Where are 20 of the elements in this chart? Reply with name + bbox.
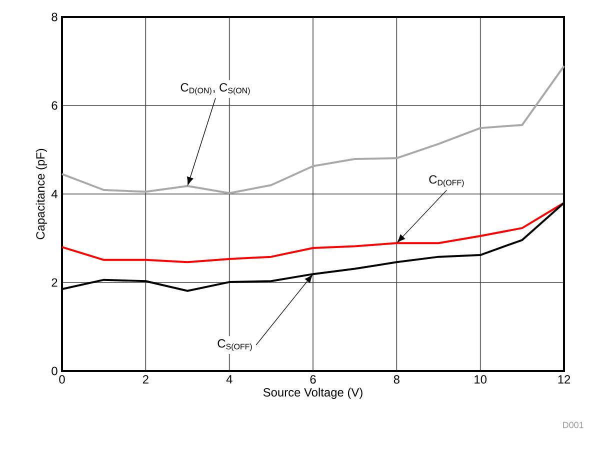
x-axis-title: Source Voltage (V) bbox=[263, 388, 362, 399]
x-tick-label: 0 bbox=[59, 375, 65, 384]
annotation: C$_{D(ON)}$, C$_{S(ON)}$ bbox=[180, 83, 250, 95]
x-tick-label: 2 bbox=[142, 375, 148, 384]
annotation: C$_{S(OFF)}$ bbox=[218, 339, 252, 351]
x-tick-label: 10 bbox=[474, 375, 487, 384]
line-series bbox=[61, 65, 566, 194]
text: D001 bbox=[563, 422, 584, 428]
line-series bbox=[61, 202, 566, 264]
y-tick-label: 4 bbox=[51, 190, 58, 198]
y-tick-label: 6 bbox=[52, 101, 58, 110]
annotation: C$_{D(OFF)}$ bbox=[429, 175, 464, 188]
y-tick-label: 8 bbox=[52, 12, 58, 22]
x-tick-label: 8 bbox=[394, 375, 400, 384]
x-tick-label: 6 bbox=[310, 375, 316, 384]
y-axis-title: Capacitance (pF) bbox=[36, 148, 48, 240]
x-tick-label: 4 bbox=[226, 375, 232, 384]
x-tick-label: 12 bbox=[558, 375, 570, 384]
y-tick-label: 0 bbox=[52, 366, 58, 376]
y-tick-label: 2 bbox=[52, 278, 58, 287]
